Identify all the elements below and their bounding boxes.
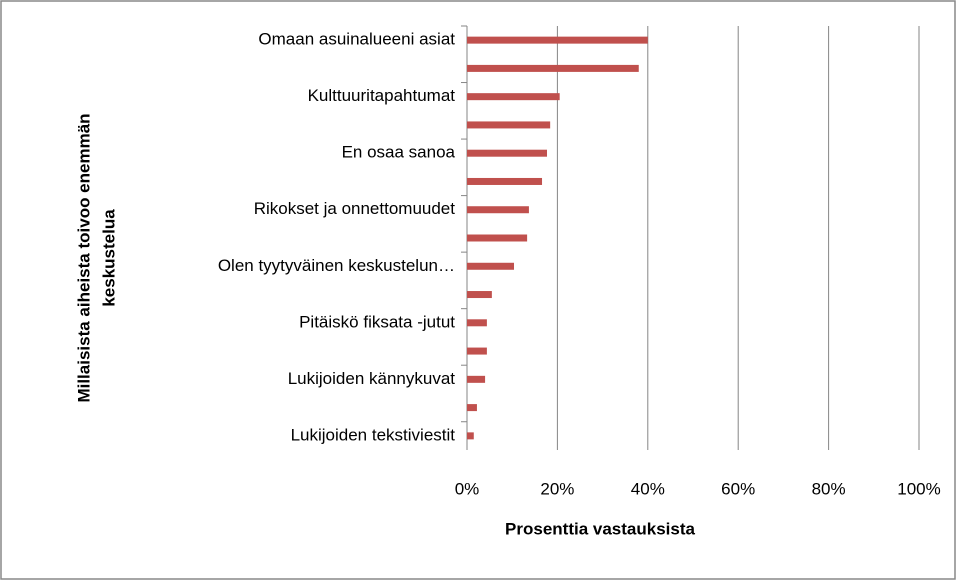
x-tick-label: 100% [897, 479, 940, 498]
x-tick-label: 20% [540, 479, 574, 498]
x-tick-label: 60% [721, 479, 755, 498]
y-tick-label: Rikokset ja onnettomuudet [254, 199, 456, 218]
y-axis-title: Millaisista aiheista toivoo enemmän [74, 113, 93, 402]
y-tick-label: Lukijoiden tekstiviestit [291, 425, 456, 444]
y-tick-label: Olen tyytyväinen keskustelun… [218, 256, 455, 275]
bar [467, 64, 639, 72]
x-tick-label: 0% [455, 479, 480, 498]
x-axis-title: Prosenttia vastauksista [505, 519, 695, 538]
bar [467, 432, 474, 440]
bar [467, 404, 477, 412]
bar [467, 206, 529, 214]
y-tick-label: Kulttuuritapahtumat [308, 86, 456, 105]
bar [467, 121, 551, 129]
bar [467, 375, 486, 383]
bar [467, 262, 515, 270]
bar [467, 291, 492, 299]
bar [467, 93, 560, 101]
bar [467, 177, 543, 185]
x-tick-label: 80% [812, 479, 846, 498]
bar [467, 36, 648, 44]
x-tick-label: 40% [631, 479, 665, 498]
bar [467, 347, 487, 355]
y-tick-label: Omaan asuinalueeni asiat [258, 30, 455, 49]
bar [467, 149, 548, 157]
y-axis-title: keskustelua [99, 209, 118, 307]
y-tick-label: Pitäiskö fiksata -jutut [299, 312, 455, 331]
y-tick-label: Lukijoiden kännykuvat [288, 369, 456, 388]
bar [467, 319, 487, 327]
y-tick-label: En osaa sanoa [342, 143, 456, 162]
bar [467, 234, 528, 242]
